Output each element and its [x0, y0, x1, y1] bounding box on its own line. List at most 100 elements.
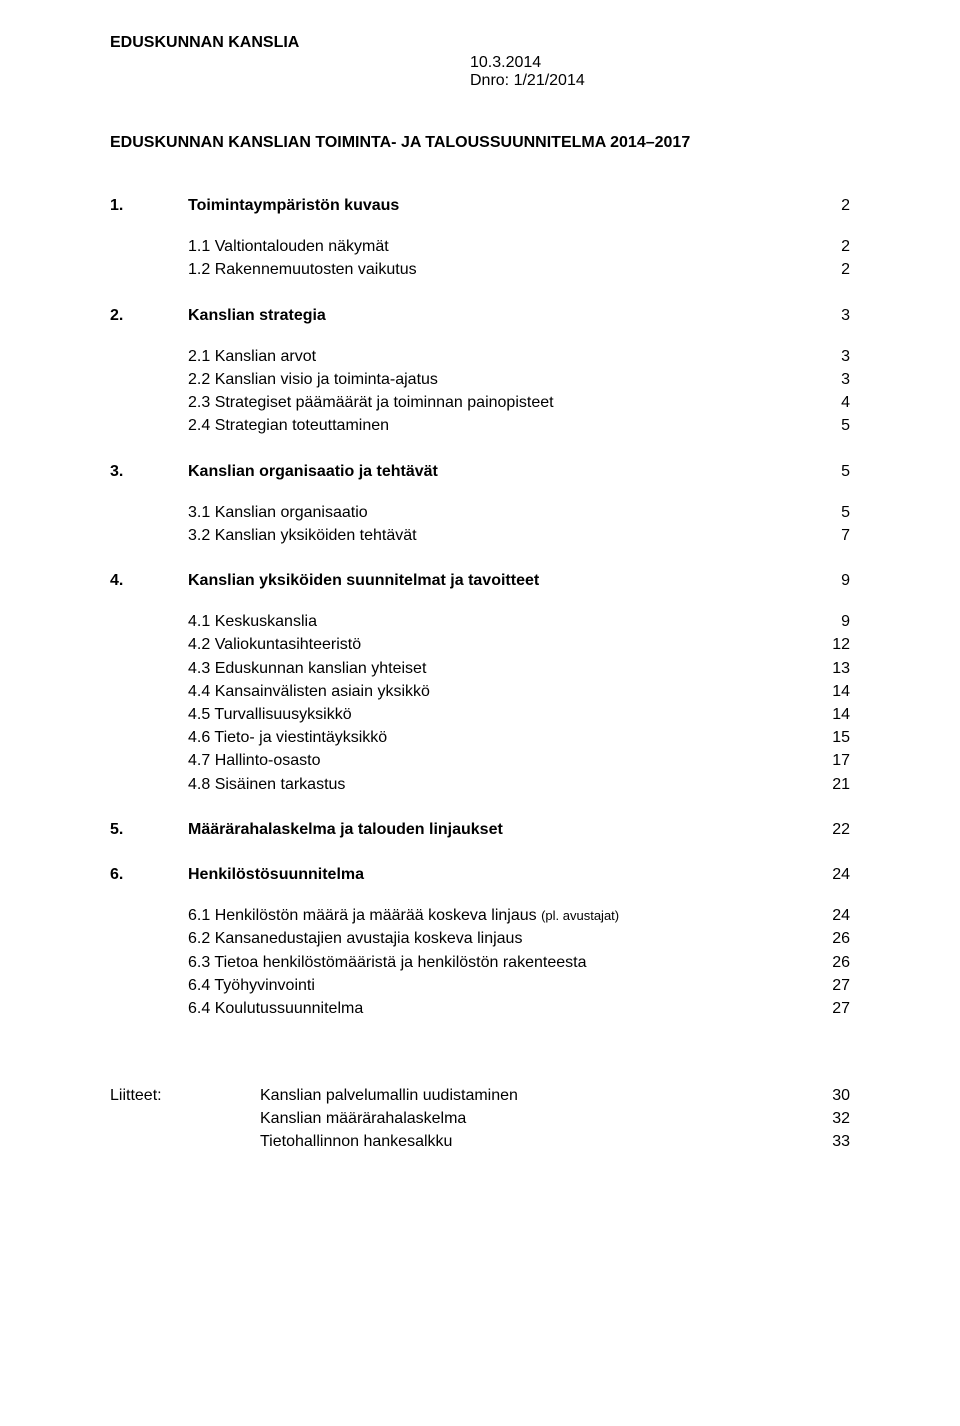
toc-sub-label: 4.7 Hallinto-osasto — [188, 749, 810, 772]
attachment-row: Tietohallinnon hankesalkku 33 — [110, 1130, 850, 1153]
toc-sub-row: 6.1 Henkilöstön määrä ja määrää koskeva … — [110, 904, 850, 927]
header-dnro: Dnro: 1/21/2014 — [470, 72, 850, 90]
toc-page-number: 3 — [810, 368, 850, 391]
toc-page-number: 24 — [810, 863, 850, 886]
toc-section-title: Henkilöstösuunnitelma — [188, 863, 810, 886]
document-page: EDUSKUNNAN KANSLIA 10.3.2014 Dnro: 1/21/… — [0, 0, 960, 1426]
toc-sub-label: 2.1 Kanslian arvot — [188, 345, 810, 368]
toc-page-number: 30 — [810, 1084, 850, 1107]
attachment-row: Kanslian määrärahalaskelma 32 — [110, 1107, 850, 1130]
toc-sub-label: 4.3 Eduskunnan kanslian yhteiset — [188, 657, 810, 680]
attachment-text: Kanslian palvelumallin uudistaminen — [260, 1084, 810, 1107]
toc-sub-row: 2.2 Kanslian visio ja toiminta-ajatus 3 — [110, 368, 850, 391]
toc-sub-row: 4.5 Turvallisuusyksikkö 14 — [110, 703, 850, 726]
toc-sub-row: 6.2 Kansanedustajien avustajia koskeva l… — [110, 927, 850, 950]
toc-section-row: 5. Määrärahalaskelma ja talouden linjauk… — [110, 818, 850, 841]
toc-section-number: 5. — [110, 818, 188, 841]
toc-sub-label: 4.4 Kansainvälisten asiain yksikkö — [188, 680, 810, 703]
toc-page-number: 5 — [810, 501, 850, 524]
toc-page-number: 2 — [810, 194, 850, 217]
toc-sub-label: 6.4 Koulutussuunnitelma — [188, 997, 810, 1020]
toc-section-row: 1. Toimintaympäristön kuvaus 2 — [110, 194, 850, 217]
toc-page-number: 5 — [810, 414, 850, 437]
toc-section-row: 4. Kanslian yksiköiden suunnitelmat ja t… — [110, 569, 850, 592]
toc-sub-label: 4.5 Turvallisuusyksikkö — [188, 703, 810, 726]
toc-section-number: 1. — [110, 194, 188, 217]
toc-sub-row: 2.1 Kanslian arvot 3 — [110, 345, 850, 368]
toc-page-number: 17 — [810, 749, 850, 772]
toc-sub-row: 4.1 Keskuskanslia 9 — [110, 610, 850, 633]
toc-sub-label: 2.3 Strategiset päämäärät ja toiminnan p… — [188, 391, 810, 414]
toc-sub-row: 4.7 Hallinto-osasto 17 — [110, 749, 850, 772]
toc-sub-label: 4.2 Valiokuntasihteeristö — [188, 633, 810, 656]
attachments-block: Liitteet: Kanslian palvelumallin uudista… — [110, 1084, 850, 1154]
toc-sub-row: 1.2 Rakennemuutosten vaikutus 2 — [110, 258, 850, 281]
attachment-row: Liitteet: Kanslian palvelumallin uudista… — [110, 1084, 850, 1107]
toc-page-number: 7 — [810, 524, 850, 547]
header-date: 10.3.2014 — [470, 54, 850, 72]
toc-page-number: 14 — [810, 703, 850, 726]
toc-sub-label: 2.2 Kanslian visio ja toiminta-ajatus — [188, 368, 810, 391]
toc-page-number: 2 — [810, 235, 850, 258]
table-of-contents: 1. Toimintaympäristön kuvaus 2 1.1 Valti… — [110, 194, 850, 1154]
toc-section-row: 3. Kanslian organisaatio ja tehtävät 5 — [110, 460, 850, 483]
toc-sub-row: 3.1 Kanslian organisaatio 5 — [110, 501, 850, 524]
toc-sub-row: 4.4 Kansainvälisten asiain yksikkö 14 — [110, 680, 850, 703]
toc-page-number: 13 — [810, 657, 850, 680]
toc-sub-row: 6.3 Tietoa henkilöstömääristä ja henkilö… — [110, 951, 850, 974]
toc-page-number: 3 — [810, 345, 850, 368]
attachment-text: Tietohallinnon hankesalkku — [260, 1130, 810, 1153]
toc-section-title: Toimintaympäristön kuvaus — [188, 194, 810, 217]
toc-section-title: Kanslian yksiköiden suunnitelmat ja tavo… — [188, 569, 810, 592]
toc-sub-row: 6.4 Työhyvinvointi 27 — [110, 974, 850, 997]
toc-sub-label: 1.1 Valtiontalouden näkymät — [188, 235, 810, 258]
toc-sub-label: 3.1 Kanslian organisaatio — [188, 501, 810, 524]
toc-page-number: 9 — [810, 610, 850, 633]
toc-section-title: Kanslian strategia — [188, 304, 810, 327]
toc-section-number: 3. — [110, 460, 188, 483]
toc-page-number: 22 — [810, 818, 850, 841]
toc-page-number: 12 — [810, 633, 850, 656]
toc-section-row: 2. Kanslian strategia 3 — [110, 304, 850, 327]
attachment-text: Kanslian määrärahalaskelma — [260, 1107, 810, 1130]
toc-page-number: 14 — [810, 680, 850, 703]
toc-sub-row: 2.3 Strategiset päämäärät ja toiminnan p… — [110, 391, 850, 414]
toc-page-number: 24 — [810, 904, 850, 927]
toc-sub-label: 4.1 Keskuskanslia — [188, 610, 810, 633]
toc-sub-row: 4.6 Tieto- ja viestintäyksikkö 15 — [110, 726, 850, 749]
toc-section-number: 4. — [110, 569, 188, 592]
toc-page-number: 26 — [810, 951, 850, 974]
toc-section-title: Kanslian organisaatio ja tehtävät — [188, 460, 810, 483]
toc-sub-row: 3.2 Kanslian yksiköiden tehtävät 7 — [110, 524, 850, 547]
toc-page-number: 4 — [810, 391, 850, 414]
toc-sub-label: 6.3 Tietoa henkilöstömääristä ja henkilö… — [188, 951, 810, 974]
toc-sub-label-suffix: (pl. avustajat) — [541, 908, 619, 923]
toc-sub-row: 4.3 Eduskunnan kanslian yhteiset 13 — [110, 657, 850, 680]
toc-sub-label: 4.6 Tieto- ja viestintäyksikkö — [188, 726, 810, 749]
toc-page-number: 2 — [810, 258, 850, 281]
toc-page-number: 21 — [810, 773, 850, 796]
attachments-label: Liitteet: — [110, 1084, 260, 1107]
toc-page-number: 27 — [810, 974, 850, 997]
toc-page-number: 9 — [810, 569, 850, 592]
toc-sub-label: 6.2 Kansanedustajien avustajia koskeva l… — [188, 927, 810, 950]
toc-sub-row: 6.4 Koulutussuunnitelma 27 — [110, 997, 850, 1020]
toc-section-number: 6. — [110, 863, 188, 886]
toc-page-number: 26 — [810, 927, 850, 950]
toc-section-number: 2. — [110, 304, 188, 327]
toc-section-title: Määrärahalaskelma ja talouden linjaukset — [188, 818, 810, 841]
toc-sub-label: 2.4 Strategian toteuttaminen — [188, 414, 810, 437]
header-org: EDUSKUNNAN KANSLIA — [110, 34, 850, 52]
toc-sub-label: 6.4 Työhyvinvointi — [188, 974, 810, 997]
toc-sub-label-text: 6.1 Henkilöstön määrä ja määrää koskeva … — [188, 907, 541, 924]
toc-section-row: 6. Henkilöstösuunnitelma 24 — [110, 863, 850, 886]
document-title: EDUSKUNNAN KANSLIAN TOIMINTA- JA TALOUSS… — [110, 134, 850, 152]
toc-sub-row: 2.4 Strategian toteuttaminen 5 — [110, 414, 850, 437]
toc-sub-label: 3.2 Kanslian yksiköiden tehtävät — [188, 524, 810, 547]
toc-sub-row: 4.2 Valiokuntasihteeristö 12 — [110, 633, 850, 656]
toc-sub-row: 1.1 Valtiontalouden näkymät 2 — [110, 235, 850, 258]
toc-sub-row: 4.8 Sisäinen tarkastus 21 — [110, 773, 850, 796]
toc-sub-label: 1.2 Rakennemuutosten vaikutus — [188, 258, 810, 281]
toc-page-number: 5 — [810, 460, 850, 483]
toc-page-number: 33 — [810, 1130, 850, 1153]
